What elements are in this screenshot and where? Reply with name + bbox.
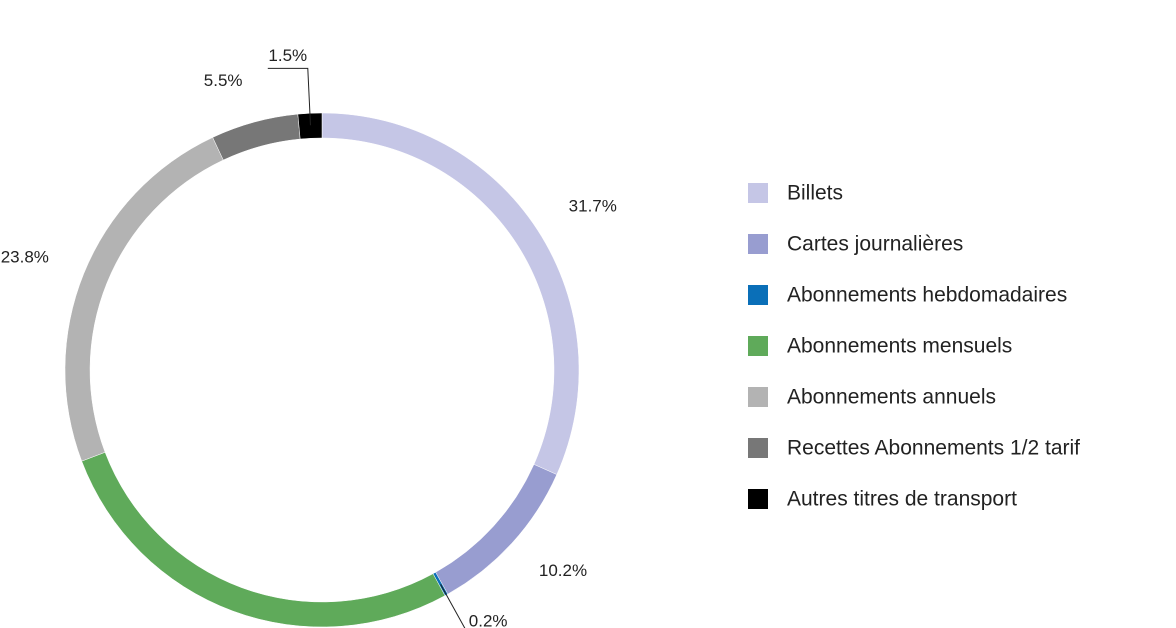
donut-slice: [212, 113, 301, 161]
value-label: 1.5%: [268, 46, 307, 65]
value-label: 10.2%: [539, 561, 587, 580]
donut-slice: [64, 137, 224, 462]
legend-swatch: [748, 234, 768, 254]
legend-swatch: [748, 285, 768, 305]
value-label: 0.2%: [469, 612, 508, 628]
legend-swatch: [748, 489, 768, 509]
value-label: 31.7%: [569, 197, 617, 216]
leader-line: [267, 67, 311, 126]
donut-slice: [81, 451, 446, 628]
legend-swatch: [748, 336, 768, 356]
value-label: 23.8%: [1, 247, 49, 266]
legend-swatch: [748, 183, 768, 203]
legend-label: Abonnements annuels: [787, 386, 996, 409]
leader-line: [440, 584, 466, 628]
legend-label: Abonnements mensuels: [787, 335, 1012, 358]
legend-label: Billets: [787, 182, 843, 205]
donut-slice: [321, 112, 580, 475]
value-label: 5.5%: [204, 71, 243, 90]
legend-swatch: [748, 387, 768, 407]
donut-slice: [297, 112, 323, 140]
legend-label: Abonnements hebdomadaires: [787, 284, 1067, 307]
legend-label: Recettes Abonnements 1/2 tarif: [787, 437, 1080, 460]
legend-label: Cartes journalières: [787, 233, 963, 256]
legend-swatch: [748, 438, 768, 458]
legend-label: Autres titres de transport: [787, 488, 1017, 511]
